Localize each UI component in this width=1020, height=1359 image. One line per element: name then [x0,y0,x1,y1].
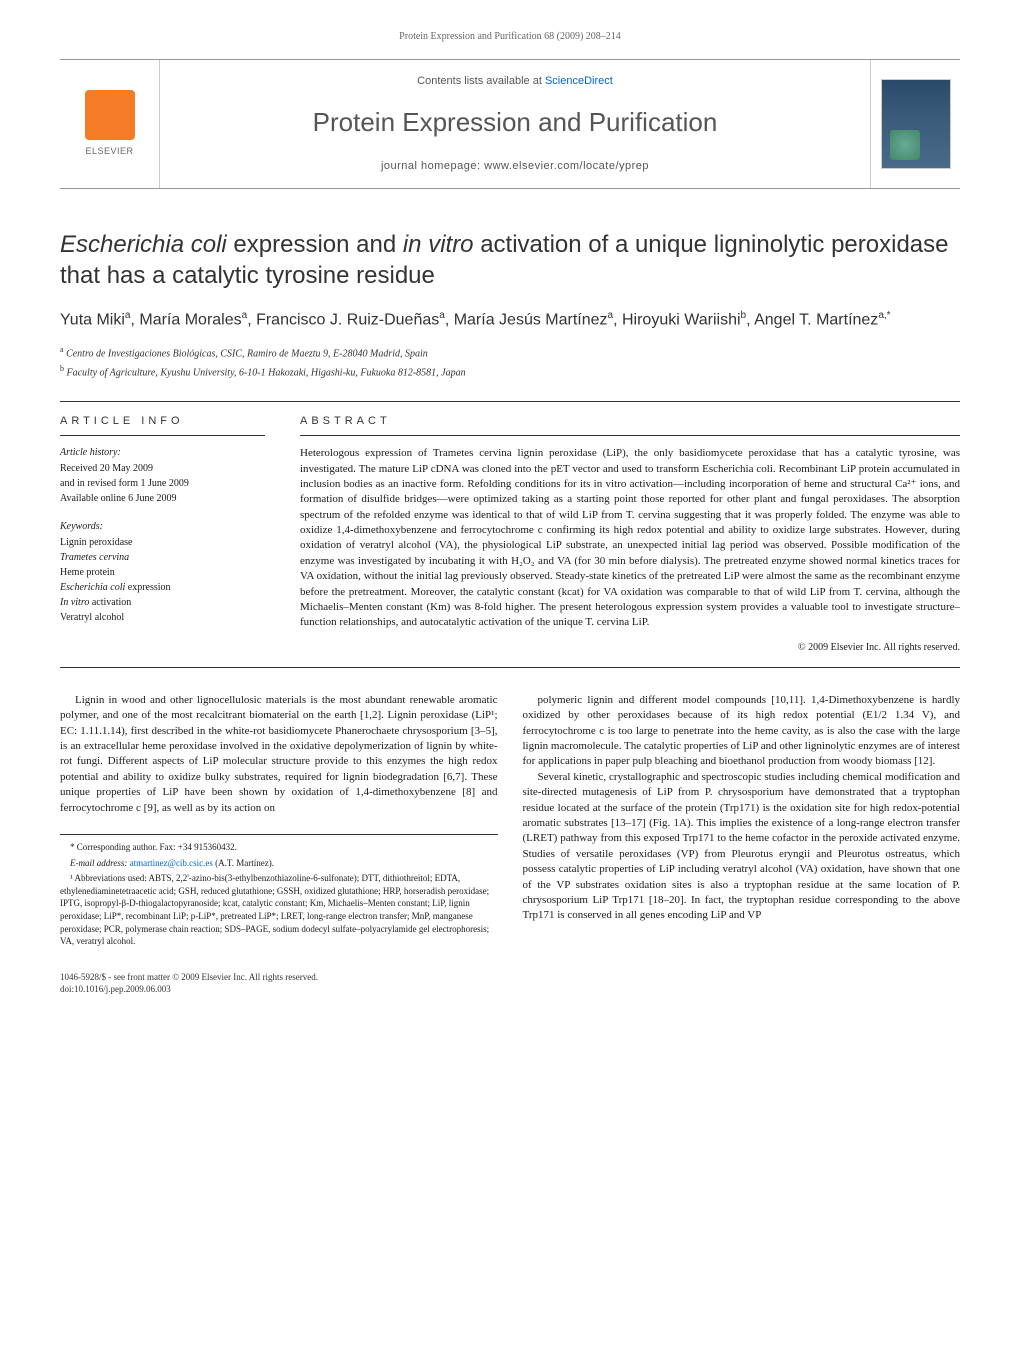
abstract: ABSTRACT Heterologous expression of Tram… [280,402,960,667]
abstract-copyright: © 2009 Elsevier Inc. All rights reserved… [300,641,960,655]
cover-thumbnail-icon [881,79,951,169]
journal-cover [870,60,960,188]
affiliation-b: b Faculty of Agriculture, Kyushu Univers… [60,363,960,380]
author-5: Hiroyuki Wariishi [622,312,741,329]
elsevier-tree-icon [85,90,135,140]
author-2: María Morales [139,312,241,329]
sciencedirect-link[interactable]: ScienceDirect [545,75,613,87]
history-revised: and in revised form 1 June 2009 [60,477,265,491]
keyword-0: Lignin peroxidase [60,536,265,550]
contents-available-line: Contents lists available at ScienceDirec… [417,74,613,89]
author-3: Francisco J. Ruiz-Dueñas [256,312,439,329]
footer-line-1: 1046-5928/$ - see front matter © 2009 El… [60,971,960,984]
author-4: María Jesús Martínez [454,312,608,329]
title-species-1: Escherichia coli [60,231,227,258]
author-6-aff: a,* [878,310,890,321]
body-columns: Lignin in wood and other lignocellulosic… [60,693,960,951]
body-left-p1: Lignin in wood and other lignocellulosic… [60,693,498,816]
keyword-1: Trametes cervina [60,551,265,565]
keyword-5: Veratryl alcohol [60,611,265,625]
body-col-left: Lignin in wood and other lignocellulosic… [60,693,498,951]
info-abstract-block: ARTICLE INFO Article history: Received 2… [60,401,960,668]
author-2-aff: a [242,310,248,321]
affiliations: a Centro de Investigaciones Biológicas, … [60,344,960,381]
author-6: Angel T. Martínez [754,312,878,329]
author-5-aff: b [741,310,747,321]
author-3-aff: a [439,310,445,321]
running-header: Protein Expression and Purification 68 (… [60,30,960,44]
body-col-right: polymeric lignin and different model com… [523,693,961,951]
contents-prefix: Contents lists available at [417,75,545,87]
journal-name: Protein Expression and Purification [313,104,718,140]
keyword-3: Escherichia coli expression [60,581,265,595]
email-link[interactable]: atmartinez@cib.csic.es [130,858,213,868]
title-italic-3: in vitro [403,231,474,258]
history-received: Received 20 May 2009 [60,462,265,476]
article-info: ARTICLE INFO Article history: Received 2… [60,402,280,667]
keywords-label: Keywords: [60,520,265,534]
abstract-text: Heterologous expression of Trametes cerv… [300,446,960,631]
footnote-corresponding: * Corresponding author. Fax: +34 9153604… [60,841,498,854]
footer-line-2: doi:10.1016/j.pep.2009.06.003 [60,983,960,996]
history-label: Article history: [60,446,265,460]
footnotes: * Corresponding author. Fax: +34 9153604… [60,834,498,948]
keyword-4: In vitro activation [60,596,265,610]
footnote-email: E-mail address: atmartinez@cib.csic.es (… [60,857,498,870]
publisher-logo: ELSEVIER [60,60,160,188]
article-history: Article history: Received 20 May 2009 an… [60,446,265,506]
affiliation-a: a Centro de Investigaciones Biológicas, … [60,344,960,361]
history-online: Available online 6 June 2009 [60,492,265,506]
footer-meta: 1046-5928/$ - see front matter © 2009 El… [60,971,960,996]
journal-homepage: journal homepage: www.elsevier.com/locat… [381,159,649,174]
footnote-abbreviations: ¹ Abbreviations used: ABTS, 2,2'-azino-b… [60,872,498,948]
title-text-2: expression and [227,231,403,258]
article-info-heading: ARTICLE INFO [60,414,265,436]
article-title: Escherichia coli expression and in vitro… [60,229,960,291]
author-1: Yuta Miki [60,312,125,329]
abstract-heading: ABSTRACT [300,414,960,436]
keywords-block: Keywords: Lignin peroxidase Trametes cer… [60,520,265,625]
publisher-name: ELSEVIER [85,145,133,158]
body-right-p2: Several kinetic, crystallographic and sp… [523,770,961,924]
masthead-center: Contents lists available at ScienceDirec… [160,60,870,188]
masthead: ELSEVIER Contents lists available at Sci… [60,59,960,189]
author-list: Yuta Mikia, María Moralesa, Francisco J.… [60,309,960,332]
body-right-p1: polymeric lignin and different model com… [523,693,961,770]
keyword-2: Heme protein [60,566,265,580]
author-4-aff: a [608,310,614,321]
author-1-aff: a [125,310,131,321]
